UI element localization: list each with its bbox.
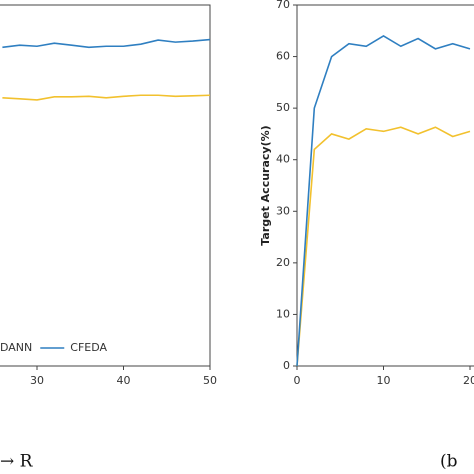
x-tick-label: 40 [117,374,131,387]
y-tick-label: 70 [276,0,290,11]
x-tick-label: 50 [203,374,217,387]
x-tick-label: 10 [377,374,391,387]
line-series [2,38,211,49]
y-tick-label: 20 [276,256,290,269]
x-tick-label: 30 [30,374,44,387]
caption: → R [0,452,34,472]
plot-frame [296,4,474,367]
line-series [296,126,471,367]
legend-label: DANN [0,341,32,354]
x-tick-label: 0 [294,374,301,387]
y-tick-label: 30 [276,204,290,217]
y-tick-label: 10 [276,307,290,320]
y-tick-label: 0 [283,359,290,372]
y-tick-label: 40 [276,153,290,166]
x-tick-label: 20 [463,374,474,387]
caption: (b [440,452,458,472]
y-axis-label: Target Accuracy(%) [259,125,272,245]
y-tick-label: 50 [276,101,290,114]
plot-frame [0,4,211,367]
y-tick-label: 60 [276,50,290,63]
line-series [2,94,211,101]
line-series [296,35,471,367]
legend-label: CFEDA [70,341,107,354]
